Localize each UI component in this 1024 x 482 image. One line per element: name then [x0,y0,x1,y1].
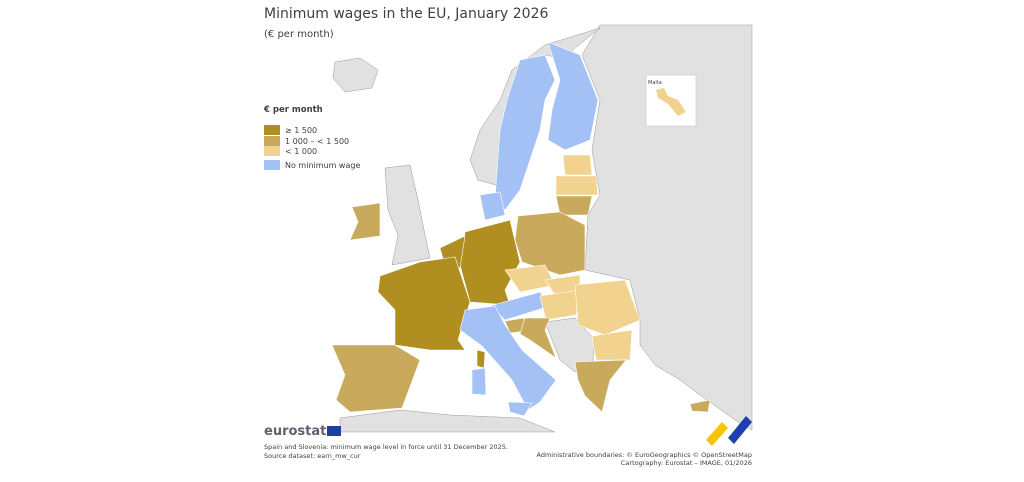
legend-swatch [264,136,280,146]
country-denmark [479,191,506,221]
island-sardinia [471,367,487,396]
credit-cartography: Cartography: Eurostat – IMAGE, 01/2026 [620,459,752,467]
footnote: Spain and Slovenia: minimum wage level i… [264,443,508,451]
source-note: Source dataset: earn_mw_cur [264,452,361,460]
country-greece [574,359,627,413]
uk [384,164,431,266]
country-malta [656,88,686,116]
country-cyprus [689,399,711,413]
credit-boundaries: Administrative boundaries: © EuroGeograp… [536,451,752,459]
legend-swatch [264,125,280,135]
eurostat-corner-mark [706,416,752,446]
legend-label: < 1 000 [285,146,318,156]
legend-label: 1 000 – < 1 500 [285,136,350,146]
country-croatia [519,317,557,359]
island-corsica [476,349,486,369]
map-subtitle: (€ per month) [264,29,334,40]
country-estonia [562,154,593,176]
country-poland [514,211,586,276]
legend-label: ≥ 1 500 [285,125,318,135]
country-germany [459,219,521,306]
legend-swatch [264,160,280,170]
country-italy [459,305,557,411]
country-romania [574,279,641,336]
country-sweden [494,54,556,211]
legend-label: No minimum wage [285,160,361,170]
country-ireland [349,202,381,241]
legend-item-low: < 1 000 [264,146,317,156]
country-bulgaria [591,329,633,361]
legend-item-high: ≥ 1 500 [264,125,317,135]
logo-text: eurostat [264,424,327,439]
country-hungary [539,289,581,321]
legend-title: € per month [264,105,323,115]
country-spain [331,344,421,413]
eu-flag-icon [327,426,342,436]
legend-swatch [264,146,280,156]
map-title: Minimum wages in the EU, January 2026 [264,6,549,22]
inset-label-malta: Malta [648,80,662,86]
island-sicily [507,401,533,417]
country-latvia [555,175,599,196]
legend-item-none: No minimum wage [264,160,360,170]
country-lithuania [555,195,593,216]
iceland [332,57,379,93]
country-france [377,256,471,351]
eurostat-logo: eurostat [264,424,342,439]
country-finland [547,41,599,151]
malta-inset [645,74,697,127]
legend-item-mid: 1 000 – < 1 500 [264,136,349,146]
